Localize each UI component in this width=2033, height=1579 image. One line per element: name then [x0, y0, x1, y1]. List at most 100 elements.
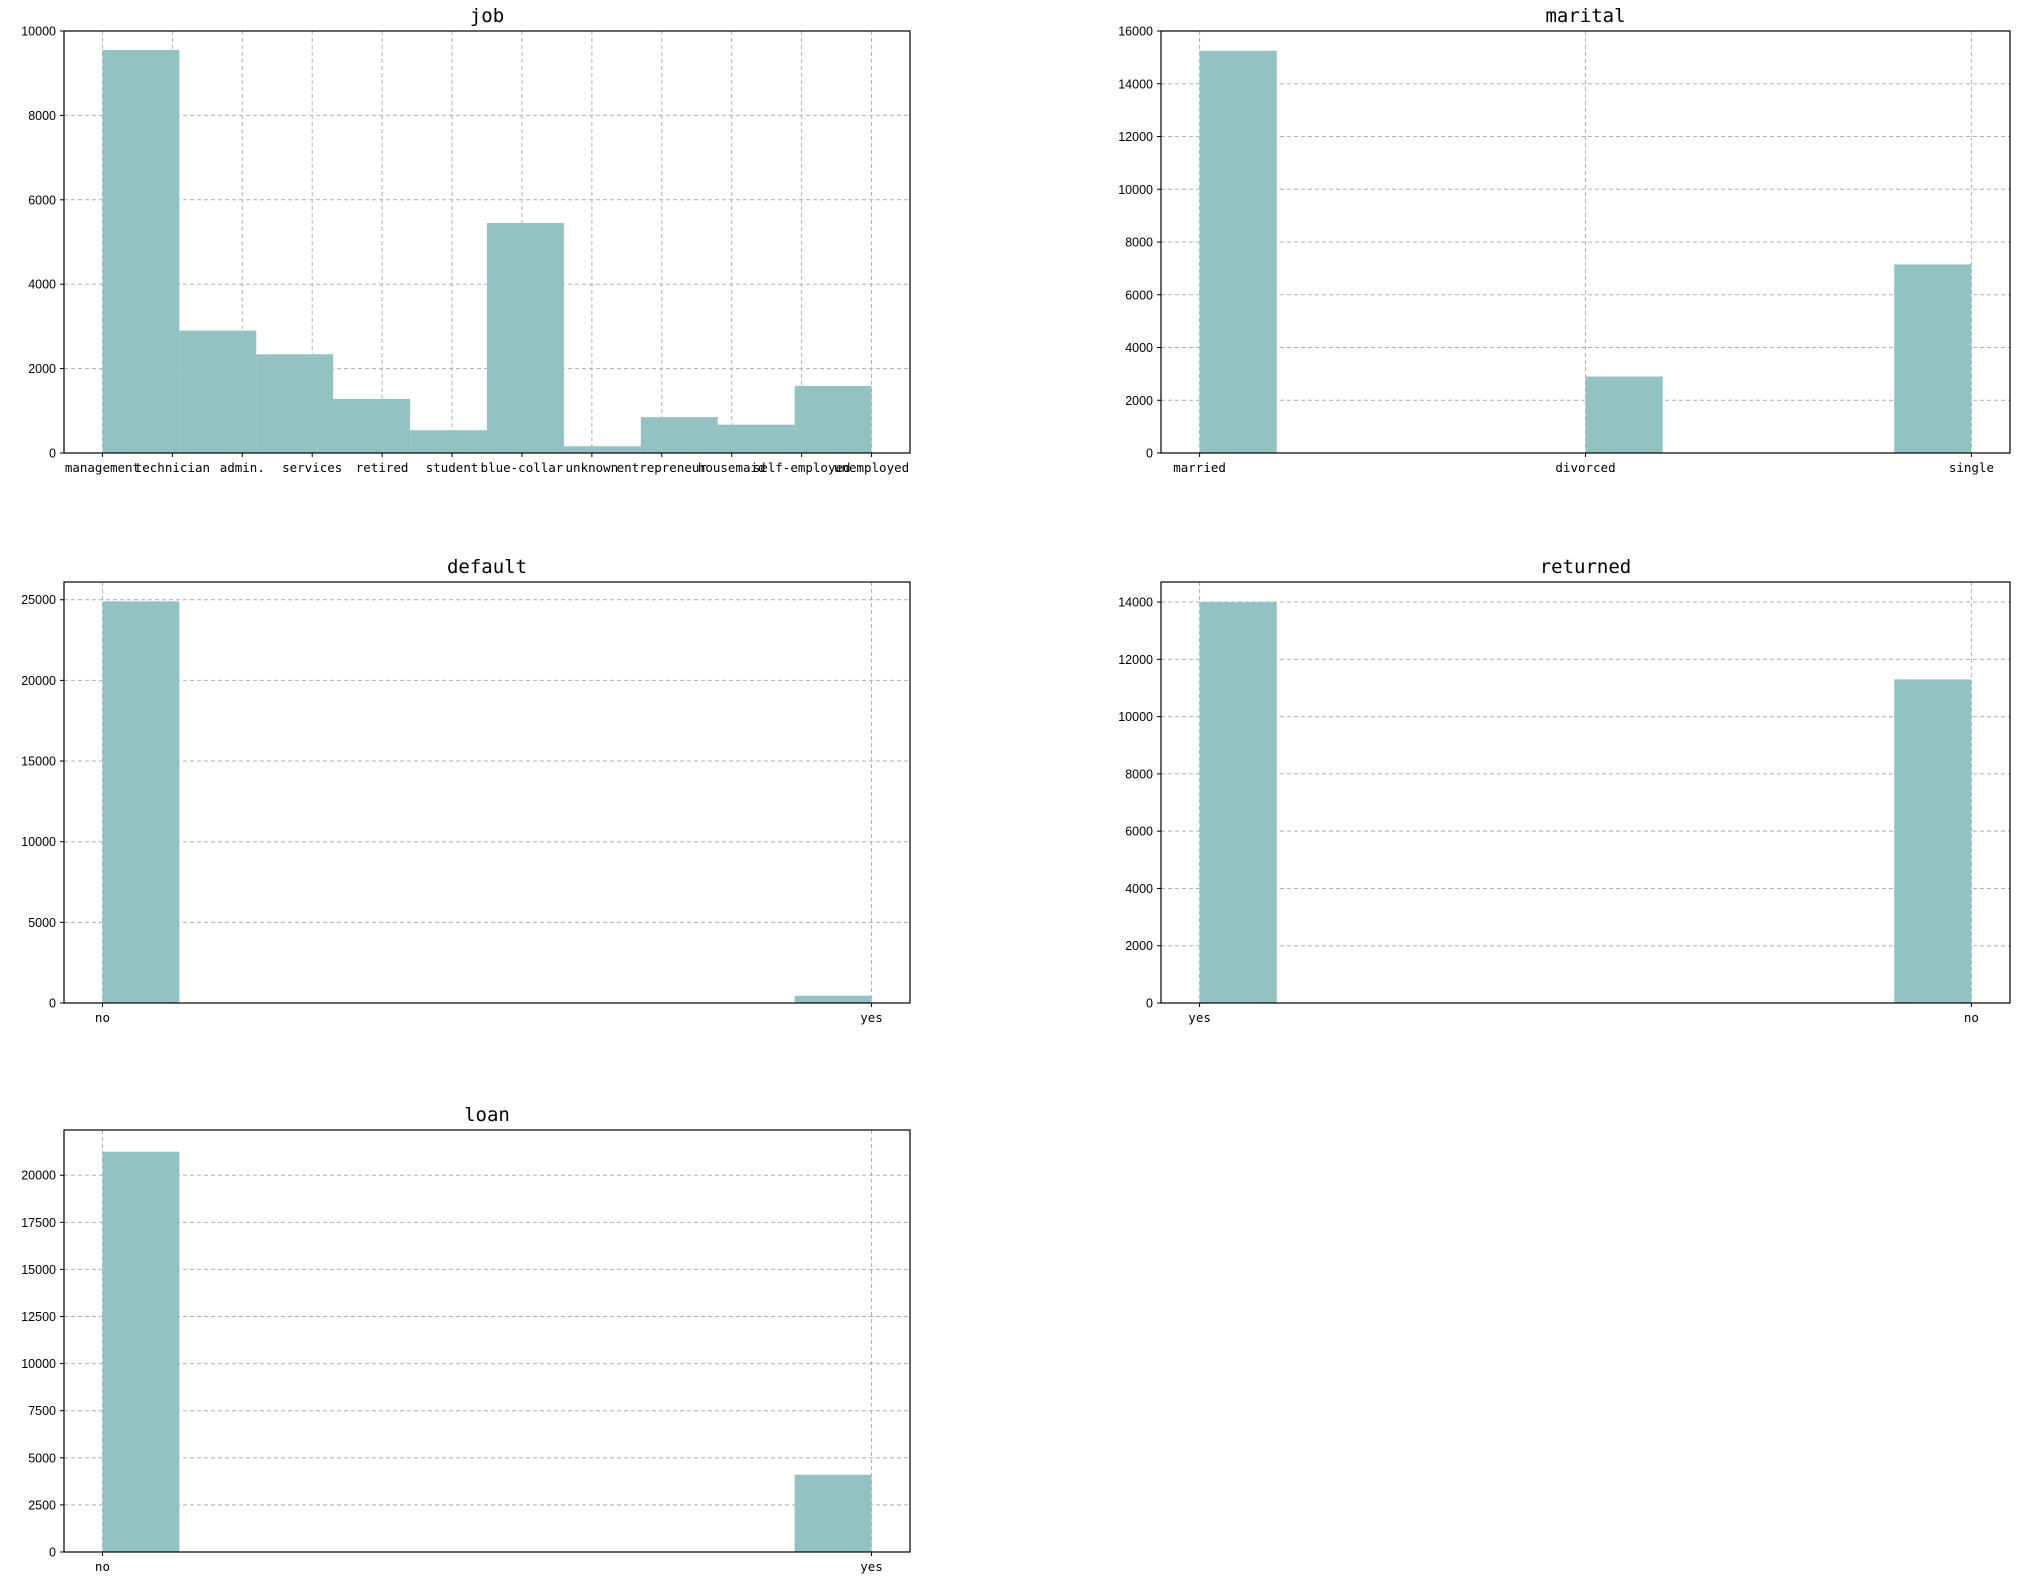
y-tick-label: 5000: [28, 1451, 56, 1465]
bar: [102, 49, 180, 454]
y-tick-label: 12000: [1118, 130, 1153, 144]
bar: [102, 1151, 180, 1552]
x-tick-label: unknown: [566, 460, 619, 475]
y-tick-label: 10000: [1118, 710, 1153, 724]
y-tick-label: 16000: [1118, 25, 1153, 39]
axes-frame: [63, 1129, 911, 1553]
x-tick-label: no: [1964, 1010, 1979, 1025]
bar: [1894, 679, 1972, 1003]
y-tick-label: 10000: [21, 1357, 56, 1371]
y-tick-label: 10000: [1118, 183, 1153, 197]
bar: [410, 430, 487, 453]
bars: [1199, 602, 1972, 1003]
x-tick-label: blue-collar: [481, 460, 564, 475]
y-tick-label: 20000: [21, 1169, 56, 1183]
y-tick-label: 2500: [28, 1498, 56, 1512]
grid-lines: [64, 582, 910, 1004]
x-tick-label: divorced: [1555, 460, 1615, 475]
y-tick-label: 2000: [28, 362, 56, 376]
chart-default: no yes 0 5000 10000 15000 20000 25000 default: [21, 556, 911, 1025]
y-tick-label: 8000: [28, 109, 56, 123]
y-tick-label: 20000: [21, 674, 56, 688]
chart-returned: yes no 0 2000 4000 6000 8000 10000 12000 14000 ret…: [1118, 556, 2011, 1025]
axes-frame: [63, 581, 911, 1004]
y-tick-label: 4000: [1125, 341, 1153, 355]
y-tick-label: 0: [49, 997, 56, 1011]
y-tick-label: 2000: [1125, 394, 1153, 408]
y-tick-label: 6000: [1125, 288, 1153, 302]
x-tick-label: single: [1949, 460, 1994, 475]
bar: [794, 1474, 872, 1552]
x-tick-label: management: [65, 460, 140, 475]
y-tick-label: 10000: [21, 25, 56, 39]
y-tick-label: 10000: [21, 835, 56, 849]
chart-title: loan: [464, 1104, 510, 1126]
bars: [102, 601, 872, 1003]
x-tick-label: student: [426, 460, 479, 475]
y-tick-label: 6000: [28, 193, 56, 207]
chart-loan: no yes 0 2500 5000 7500 10000 12500 15000 17500 20…: [21, 1104, 911, 1574]
bar: [256, 354, 334, 453]
y-tick-label: 17500: [21, 1216, 56, 1230]
grid-lines: [64, 1130, 910, 1553]
bar: [640, 417, 718, 453]
x-tick-label: admin.: [220, 460, 265, 475]
y-tick-label: 8000: [1125, 236, 1153, 250]
y-tick-label: 4000: [1125, 882, 1153, 896]
y-tick-label: 5000: [28, 916, 56, 930]
y-tick-label: 4000: [28, 278, 56, 292]
grid-lines: [1161, 582, 2010, 1004]
x-tick-label: retired: [356, 460, 409, 475]
x-tick-label: technician: [135, 460, 210, 475]
x-tick-label: yes: [860, 1010, 883, 1025]
x-tick-label: entrepreneur: [617, 460, 708, 475]
y-tick-label: 14000: [1118, 77, 1153, 91]
bar: [1585, 376, 1663, 453]
chart-title: job: [470, 5, 504, 27]
y-tick-label: 12500: [21, 1310, 56, 1324]
x-tick-label: yes: [860, 1559, 883, 1574]
x-tick-label: services: [282, 460, 342, 475]
bar: [717, 424, 795, 453]
y-tick-label: 15000: [21, 755, 56, 769]
y-tick-label: 14000: [1118, 596, 1153, 610]
axes-frame: [63, 30, 911, 454]
y-tick-label: 0: [49, 447, 56, 461]
chart-title: returned: [1540, 556, 1632, 578]
bar: [563, 446, 641, 453]
chart-marital: married divorced single 0 2000 4000 6000 8000 10…: [1118, 5, 2011, 475]
y-tick-label: 0: [1146, 997, 1153, 1011]
x-tick-label: no: [95, 1010, 110, 1025]
bar: [1199, 602, 1277, 1003]
y-tick-label: 8000: [1125, 767, 1153, 781]
y-tick-label: 2000: [1125, 939, 1153, 953]
y-tick-label: 25000: [21, 593, 56, 607]
bars: [102, 1151, 872, 1552]
x-tick-label: married: [1173, 460, 1226, 475]
y-tick-label: 12000: [1118, 653, 1153, 667]
axes-frame: [1160, 581, 2011, 1004]
x-tick-label: housemaid: [698, 460, 766, 475]
y-tick-label: 6000: [1125, 825, 1153, 839]
chart-title: default: [447, 556, 527, 578]
x-tick-label: no: [95, 1559, 110, 1574]
x-tick-label: self-employed: [753, 460, 851, 475]
x-tick-label: yes: [1188, 1010, 1211, 1025]
chart-title: marital: [1545, 5, 1625, 27]
x-tick-label: unemployed: [834, 460, 909, 475]
bar: [794, 385, 872, 453]
bars: [1199, 50, 1972, 453]
bar: [179, 330, 257, 453]
bar: [333, 398, 411, 453]
y-tick-label: 0: [1146, 447, 1153, 461]
bars: [102, 49, 872, 454]
y-tick-label: 0: [49, 1546, 56, 1560]
bar: [102, 601, 180, 1003]
bar: [487, 223, 564, 453]
y-tick-label: 7500: [28, 1404, 56, 1418]
bar: [1199, 50, 1277, 453]
y-tick-label: 15000: [21, 1263, 56, 1277]
bar: [1894, 264, 1972, 453]
